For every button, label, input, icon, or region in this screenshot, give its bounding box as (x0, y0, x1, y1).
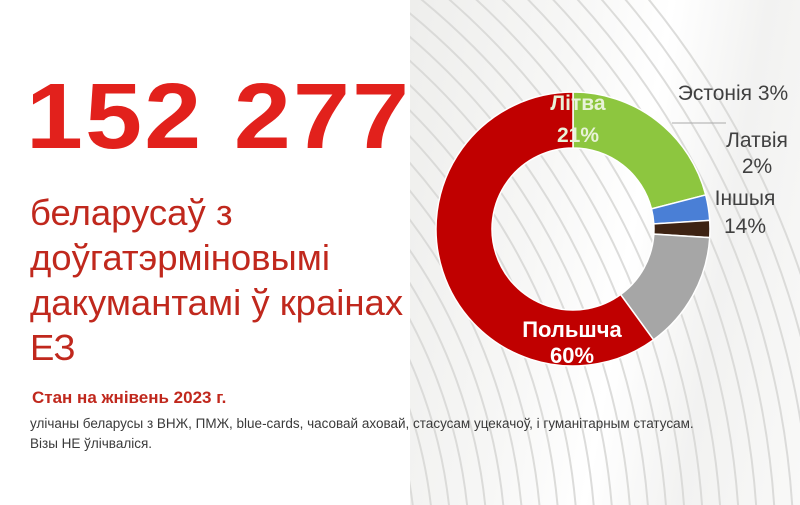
svg-text:Літва: Літва (550, 92, 605, 115)
svg-text:Іншыя: Іншыя (715, 187, 776, 210)
svg-text:14%: 14% (724, 215, 766, 238)
svg-text:Польшча: Польшча (522, 317, 622, 342)
svg-text:60%: 60% (550, 343, 594, 368)
svg-text:21%: 21% (557, 124, 599, 147)
svg-text:2%: 2% (742, 155, 772, 178)
svg-text:Эстонія 3%: Эстонія 3% (678, 82, 788, 105)
svg-text:Латвія: Латвія (726, 129, 788, 152)
